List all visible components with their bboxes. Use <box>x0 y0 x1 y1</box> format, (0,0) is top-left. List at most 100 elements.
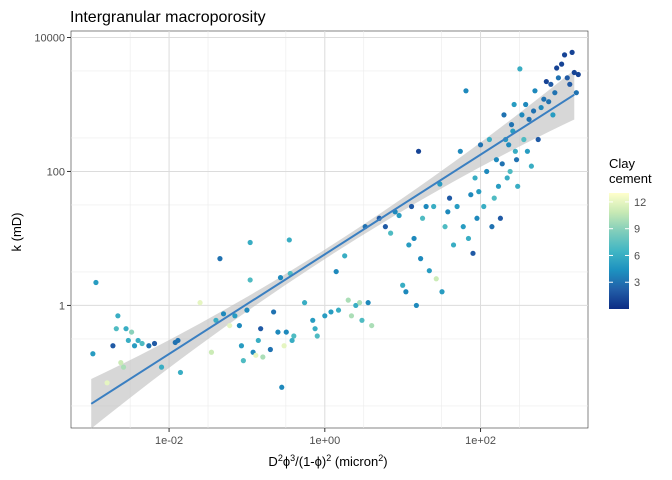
data-point <box>446 195 453 201</box>
data-point <box>477 142 484 148</box>
x-tick-label: 1e-02 <box>155 435 183 447</box>
data-point <box>499 161 505 167</box>
data-point <box>552 90 558 96</box>
data-point <box>113 326 119 332</box>
data-point <box>177 369 184 376</box>
data-point <box>493 157 500 163</box>
data-point <box>353 302 359 309</box>
data-point <box>474 215 480 221</box>
data-point <box>481 203 487 210</box>
data-point <box>312 326 318 332</box>
data-point <box>532 88 538 94</box>
colorbar-tick-label: 6 <box>634 250 640 262</box>
data-point <box>110 343 116 349</box>
colorbar-tick-label: 9 <box>634 224 640 236</box>
data-point <box>426 268 432 274</box>
data-point <box>543 78 549 85</box>
data-point <box>146 343 152 349</box>
data-point <box>208 349 215 355</box>
data-point <box>345 297 351 303</box>
data-point <box>120 364 127 370</box>
data-point <box>567 81 573 87</box>
data-point <box>419 215 426 221</box>
data-point <box>418 256 424 262</box>
colorbar <box>609 193 629 309</box>
data-point <box>357 300 363 306</box>
data-point <box>507 168 513 175</box>
data-point <box>442 224 448 230</box>
data-point <box>247 277 253 283</box>
data-point <box>457 148 463 154</box>
data-point <box>286 237 292 243</box>
y-tick-label: 100 <box>47 166 65 178</box>
data-point <box>118 360 124 366</box>
data-point <box>521 136 527 143</box>
data-point <box>369 322 375 329</box>
data-point <box>382 224 388 230</box>
data-point <box>277 275 284 281</box>
data-point <box>213 317 219 323</box>
data-point <box>255 337 261 344</box>
data-point <box>322 313 328 319</box>
data-point <box>535 136 541 143</box>
data-point <box>468 192 474 198</box>
data-point <box>508 122 515 128</box>
data-point <box>400 282 406 288</box>
data-point <box>423 203 429 210</box>
data-point <box>470 250 476 256</box>
data-point <box>232 313 238 319</box>
data-point <box>526 116 532 122</box>
data-point <box>501 112 507 118</box>
data-point <box>523 101 529 108</box>
data-point <box>335 307 342 313</box>
data-point <box>554 65 560 71</box>
data-point <box>236 322 242 329</box>
x-axis-label: D2ϕ3/(1-ϕ)2 (micron2) <box>268 453 387 469</box>
data-point <box>408 203 415 210</box>
data-point <box>359 317 365 323</box>
legend-title: cement <box>609 171 652 186</box>
data-point <box>260 354 266 360</box>
data-point <box>486 136 493 143</box>
data-point <box>406 242 412 248</box>
data-point <box>489 224 495 230</box>
data-point <box>139 340 145 347</box>
data-point <box>431 203 437 210</box>
data-point <box>512 148 518 154</box>
x-tick-label: 1e+00 <box>309 435 340 447</box>
data-point <box>538 104 544 111</box>
data-point <box>415 148 422 154</box>
trend-line <box>90 93 575 405</box>
data-point <box>388 230 394 236</box>
data-point <box>573 90 579 96</box>
data-point <box>476 189 482 195</box>
data-point <box>411 235 417 242</box>
data-point <box>267 346 273 353</box>
data-point <box>240 358 246 364</box>
data-point <box>123 326 129 332</box>
data-point <box>569 49 575 55</box>
data-point <box>524 148 531 154</box>
data-point <box>548 81 554 87</box>
data-point <box>403 289 409 295</box>
data-point <box>454 203 460 210</box>
data-point <box>528 163 534 169</box>
data-point <box>465 235 472 242</box>
y-tick-label: 10000 <box>34 32 65 44</box>
y-tick-label: 1 <box>59 300 65 312</box>
data-point <box>217 256 223 262</box>
data-point <box>314 333 320 339</box>
data-point <box>571 69 577 76</box>
data-point <box>433 276 439 282</box>
data-point <box>564 75 570 81</box>
legend-title: Clay <box>609 156 636 171</box>
data-point <box>227 322 233 329</box>
data-point <box>115 313 121 319</box>
data-point <box>271 309 277 315</box>
data-point <box>253 352 259 358</box>
data-point <box>348 313 355 319</box>
data-point <box>515 183 521 189</box>
data-point <box>495 183 502 189</box>
data-point <box>175 337 181 344</box>
